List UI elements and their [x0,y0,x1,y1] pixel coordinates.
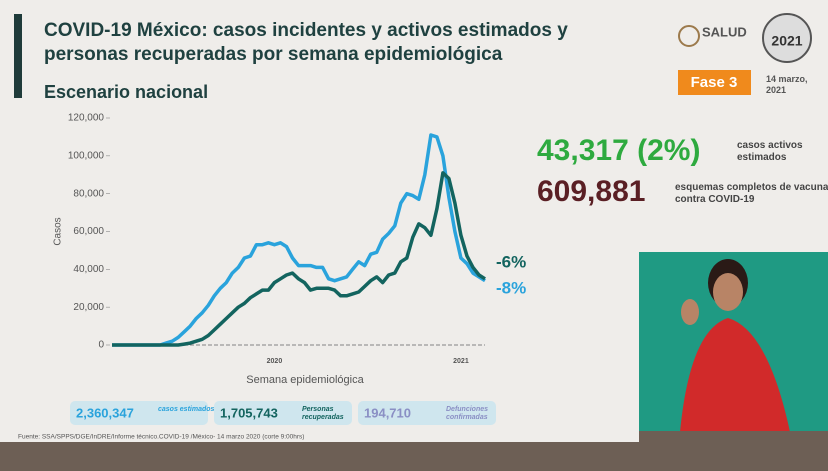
total-value: 1,705,743 [220,405,278,420]
x-axis-label: Semana epidemiológica [246,374,364,386]
y-tick-label: 60,000 [73,226,104,237]
total-value: 194,710 [364,405,411,420]
series-line [112,133,486,347]
x-tick-label: 2021 [453,358,469,365]
y-tick-label: 40,000 [73,264,104,275]
total-box [214,401,352,425]
vaccines-label: esquemas completos de vacunacióncontra C… [675,182,828,205]
interpreter-hand [681,299,699,325]
totals: 2,360,347 casos estimados 1,705,743 Persona… [70,401,496,425]
total-label: Defunciones confirmadas [446,406,488,421]
y-tick-label: 100,000 [68,150,105,161]
chart: 0 20,000 40,000 60,000 80,000 100,000 120,000 2… [53,113,527,386]
x-tick-label: 2020 [267,358,283,365]
title-line: COVID-19 México: casos incidentes y acti… [44,20,568,41]
source: Fuente: SSA/SPPS/DGE/InDRE/Informe técni… [18,434,304,441]
y-axis-label: Casos [53,217,64,245]
logo-year-badge [762,13,812,63]
phase: Fase 3 [691,74,738,91]
logo-emblem [678,25,700,47]
annotation: -6% [496,252,526,271]
total-label: Personas recuperadas [302,406,344,421]
total-box [358,401,496,425]
logo-year: 2021 [771,33,802,49]
active-cases: 43,317 (2%) [537,134,700,167]
interpreter-body [680,318,790,432]
annotation: -8% [496,278,526,297]
vaccines: 609,881 [537,175,645,208]
total-value: 2,360,347 [76,405,134,420]
y-tick-label: 20,000 [73,302,104,313]
interpreter-face [713,273,743,311]
y-tick-label: 0 [98,340,104,351]
footer-strip [0,431,639,442]
subtitle: Escenario nacional [44,82,208,102]
series-line [112,171,486,347]
active-label: casos activos estimados [737,140,803,163]
logo-salud: SALUD [702,24,747,39]
date: 14 marzo, 2021 [766,74,808,95]
y-tick-label: 120,000 [68,113,105,124]
title-line: personas recuperadas por semana epidemio… [44,44,503,65]
y-tick-label: 80,000 [73,188,104,199]
total-box [70,401,208,425]
phase-badge [678,70,751,95]
accent-bar [14,14,22,98]
total-label: casos estimados [158,406,215,413]
